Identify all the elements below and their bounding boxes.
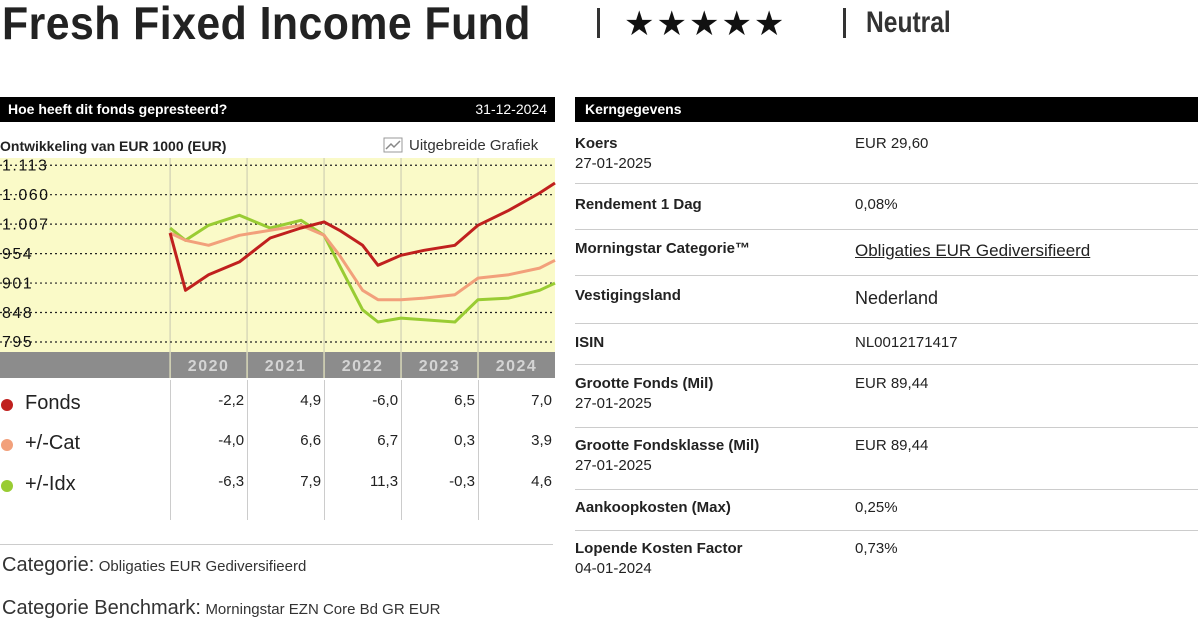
category-label: Categorie:	[2, 554, 95, 576]
series-line	[168, 181, 556, 292]
section-date: 31-12-2024	[475, 101, 547, 117]
column-divider	[478, 380, 480, 520]
y-tick-label: 1.007	[2, 216, 50, 233]
key-date: 04-01-2024	[575, 560, 652, 577]
x-tick-label: 2020	[188, 358, 230, 375]
divider	[0, 544, 553, 545]
chart-title: Ontwikkeling van EUR 1000 (EUR)	[0, 138, 227, 154]
row-divider	[575, 427, 1198, 428]
y-tick-label: 1.113	[2, 157, 48, 174]
y-tick-label: 848	[2, 305, 33, 322]
y-tick-label: 1.060	[2, 187, 50, 204]
return-cell: 6,7	[377, 432, 399, 449]
separator	[597, 8, 600, 38]
row-divider	[575, 275, 1198, 276]
return-cell: -0,3	[449, 473, 476, 490]
key-date: 27-01-2025	[575, 457, 652, 474]
key-value: 0,08%	[855, 196, 898, 213]
plot-background	[0, 158, 555, 352]
legend-name: Fonds	[25, 392, 81, 414]
section-header: Hoe heeft dit fonds gepresteerd? 31-12-2…	[0, 97, 555, 122]
return-cell: 3,9	[531, 432, 552, 449]
key-value: 0,73%	[855, 540, 898, 557]
key-value: EUR 89,44	[855, 375, 929, 392]
series-line	[169, 223, 556, 302]
section-header: Kerngegevens	[575, 97, 1198, 122]
category-row: Categorie: Obligaties EUR Gediversifieer…	[2, 554, 306, 577]
return-cell: -4,0	[218, 432, 245, 449]
row-divider	[575, 489, 1198, 490]
x-axis-strip	[0, 352, 555, 378]
column-divider	[247, 380, 249, 520]
key-value: EUR 89,44	[855, 437, 929, 454]
row-divider	[575, 364, 1198, 365]
y-tick-label: 901	[2, 275, 33, 292]
benchmark-value: Morningstar EZN Core Bd GR EUR	[205, 601, 441, 618]
key-date: 27-01-2025	[575, 155, 652, 172]
column-divider	[324, 380, 326, 520]
section-title: Hoe heeft dit fonds gepresteerd?	[8, 101, 228, 117]
return-cell: -2,2	[218, 392, 245, 409]
legend-name: +/-Cat	[25, 432, 81, 454]
series-line	[169, 213, 556, 324]
legend-dot	[1, 439, 13, 451]
chart-link-text[interactable]: Uitgebreide Grafiek	[409, 137, 539, 154]
return-cell: 4,6	[531, 473, 552, 490]
column-divider	[401, 380, 403, 520]
return-cell: 7,0	[531, 392, 552, 409]
row-divider	[575, 183, 1198, 184]
chart-link[interactable]: Uitgebreide Grafiek	[383, 137, 538, 154]
key-label: Grootte Fonds (Mil)	[575, 375, 714, 392]
key-label: Rendement 1 Dag	[575, 196, 702, 213]
key-label: Aankoopkosten (Max)	[575, 499, 731, 516]
key-value: Nederland	[855, 288, 939, 308]
benchmark-label: Categorie Benchmark:	[2, 597, 201, 619]
key-value: NL0012171417	[855, 334, 958, 351]
key-label: Koers	[575, 135, 618, 152]
legend-name: +/-Idx	[25, 473, 76, 495]
return-cell: -6,3	[218, 473, 245, 490]
x-tick-label: 2024	[496, 358, 538, 375]
row-divider	[575, 229, 1198, 230]
return-cell: -6,0	[372, 392, 399, 409]
return-cell: 7,9	[300, 473, 322, 490]
key-value: EUR 29,60	[855, 135, 929, 152]
legend-dot	[1, 399, 13, 411]
chart-icon	[383, 137, 403, 153]
x-tick-label: 2023	[419, 358, 461, 375]
key-label: Lopende Kosten Factor	[575, 540, 743, 557]
section-title: Kerngegevens	[585, 101, 682, 117]
benchmark-row: Categorie Benchmark: Morningstar EZN Cor…	[2, 597, 441, 620]
key-value-link[interactable]: Obligaties EUR Gediversifieerd	[855, 241, 1091, 260]
row-divider	[575, 323, 1198, 324]
return-cell: 0,3	[454, 432, 476, 449]
key-label: Vestigingsland	[575, 287, 681, 304]
key-label: Morningstar Categorie™	[575, 240, 751, 257]
rating-label: Neutral	[866, 6, 951, 39]
star-rating: ★★★★★	[624, 5, 787, 43]
return-cell: 6,5	[454, 392, 476, 409]
key-date: 27-01-2025	[575, 395, 652, 412]
chart: 2020 2021 2022 2023 2024 1.113 1.060 1.007 954 90…	[0, 157, 556, 378]
fund-title: Fresh Fixed Income Fund	[2, 0, 531, 49]
separator	[843, 8, 846, 38]
return-cell: 11,3	[369, 473, 399, 490]
key-label: ISIN	[575, 334, 605, 351]
y-tick-label: 954	[2, 246, 33, 263]
return-cell: 6,6	[300, 432, 322, 449]
key-label: Grootte Fondsklasse (Mil)	[575, 437, 760, 454]
row-divider	[575, 530, 1198, 531]
x-tick-label: 2021	[265, 358, 307, 375]
category-value: Obligaties EUR Gediversifieerd	[98, 558, 307, 575]
x-tick-label: 2022	[342, 358, 384, 375]
return-cell: 4,9	[300, 392, 322, 409]
key-value: 0,25%	[855, 499, 898, 516]
column-divider	[170, 380, 172, 520]
y-tick-label: 795	[2, 334, 33, 351]
legend-dot	[1, 480, 13, 492]
